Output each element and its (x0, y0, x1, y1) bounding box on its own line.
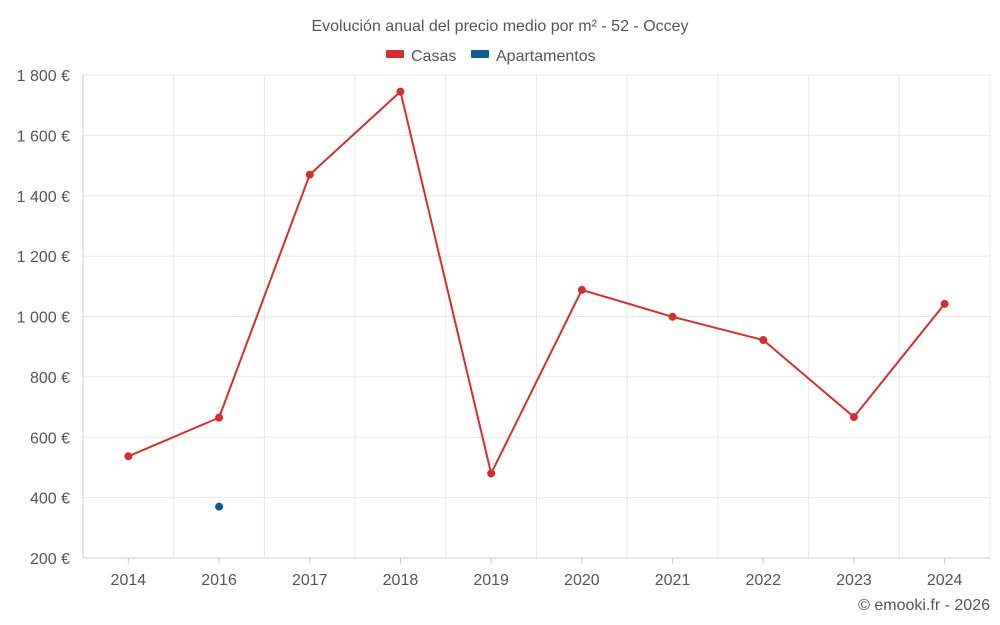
legend-swatch-casas[interactable] (386, 50, 404, 58)
y-tick-label: 1 400 € (17, 189, 70, 206)
y-tick-label: 1 000 € (17, 310, 70, 327)
data-point-casas-2019[interactable] (487, 469, 496, 478)
y-tick-label: 1 600 € (17, 128, 70, 145)
legend: Casas Apartamentos (386, 48, 596, 65)
data-point-casas-2020[interactable] (577, 285, 586, 294)
data-point-casas-2017[interactable] (305, 170, 314, 179)
y-tick-label: 200 € (30, 551, 70, 568)
y-tick-label: 1 800 € (17, 68, 70, 85)
x-tick-label: 2014 (111, 572, 147, 589)
x-tick-label: 2020 (564, 572, 600, 589)
data-point-apartamentos-2016[interactable] (215, 502, 224, 511)
data-point-casas-2018[interactable] (396, 87, 405, 96)
data-point-casas-2016[interactable] (215, 413, 224, 422)
y-tick-label: 1 200 € (17, 249, 70, 266)
chart-title: Evolución anual del precio medio por m² … (311, 18, 688, 35)
x-tick-label: 2017 (292, 572, 328, 589)
data-point-casas-2014[interactable] (124, 452, 133, 461)
y-tick-label: 600 € (30, 430, 70, 447)
credit-text: © emooki.fr - 2026 (858, 597, 990, 614)
x-axis-ticks: 2014 2016 2017 2018 2019 2020 2021 2022 2023 2024 (111, 558, 963, 589)
y-axis-ticks: 200 € 400 € 600 € 800 € 1 000 € 1 200 € 1 400 … (17, 68, 70, 568)
legend-label-apartamentos[interactable]: Apartamentos (496, 48, 596, 65)
series (124, 87, 949, 511)
y-tick-label: 800 € (30, 370, 70, 387)
x-tick-label: 2023 (836, 572, 872, 589)
x-tick-label: 2018 (383, 572, 419, 589)
data-point-casas-2021[interactable] (668, 312, 677, 321)
x-tick-label: 2024 (927, 572, 963, 589)
data-point-casas-2024[interactable] (940, 299, 949, 308)
grid (82, 74, 991, 559)
x-tick-label: 2019 (473, 572, 509, 589)
y-tick-label: 400 € (30, 491, 70, 508)
legend-swatch-apartamentos[interactable] (471, 50, 489, 58)
x-tick-label: 2022 (745, 572, 781, 589)
legend-label-casas[interactable]: Casas (411, 48, 456, 65)
x-tick-label: 2021 (655, 572, 691, 589)
x-tick-label: 2016 (201, 572, 237, 589)
series-line-casas (127, 90, 946, 475)
data-point-casas-2022[interactable] (759, 336, 768, 345)
data-point-casas-2023[interactable] (849, 413, 858, 422)
